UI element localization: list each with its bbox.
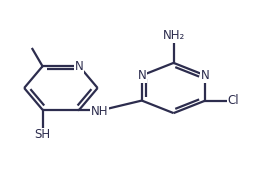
Text: Cl: Cl [227,94,239,107]
Text: NH₂: NH₂ [163,29,185,42]
Text: N: N [137,69,146,82]
Text: N: N [75,60,84,73]
Text: NH: NH [91,105,108,118]
Text: N: N [201,69,210,82]
Text: SH: SH [35,128,51,141]
